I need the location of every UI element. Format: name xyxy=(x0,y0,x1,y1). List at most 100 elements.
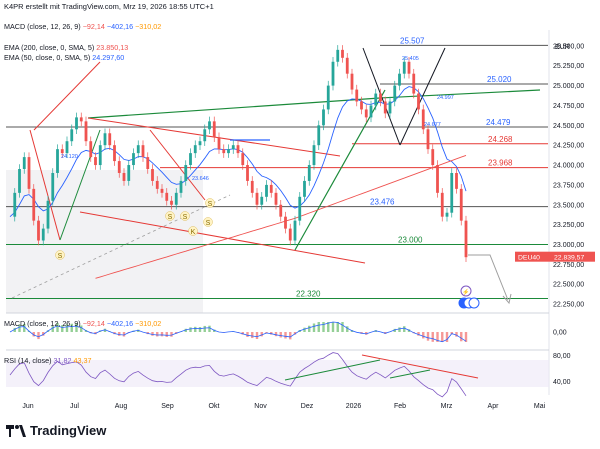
macd-histogram-bar xyxy=(203,325,206,332)
macd-histogram-bar xyxy=(151,332,154,336)
candle-body xyxy=(464,220,468,258)
macd-histogram-bar xyxy=(65,324,69,332)
trend-line-green xyxy=(379,89,541,99)
price-tick-label: 23.500,00 xyxy=(553,202,584,209)
candle-body xyxy=(279,204,283,217)
pattern-label: S xyxy=(58,253,63,260)
macd-histogram-bar xyxy=(289,332,292,340)
price-tag-bg xyxy=(551,251,595,262)
trend-lines xyxy=(11,47,541,305)
macd-histogram-bar xyxy=(80,325,83,332)
macd-histogram-bar xyxy=(208,325,211,332)
candle-body xyxy=(250,180,254,193)
candle-body xyxy=(459,188,463,221)
macd-panel-label: MACD (close, 12, 26, 9) xyxy=(4,319,81,328)
macd-histogram-bar xyxy=(393,328,396,332)
candle-body xyxy=(41,228,45,241)
macd-histogram-bar xyxy=(42,332,45,336)
price-tick-label: 24.000,00 xyxy=(553,163,584,170)
candle-body xyxy=(265,184,268,197)
candle-body xyxy=(269,184,273,193)
candle-body xyxy=(355,89,359,102)
candle-body xyxy=(179,180,183,193)
level-label: 25.507 xyxy=(400,36,425,45)
rsi-trend-green xyxy=(389,369,431,379)
macd-histogram-bar xyxy=(198,327,202,332)
macd-histogram-bar xyxy=(455,332,458,337)
candle-body xyxy=(170,200,173,205)
tradingview-brand: TradingView xyxy=(30,423,107,438)
pattern-marker xyxy=(188,226,198,236)
candle-body xyxy=(331,61,335,86)
candle-body xyxy=(417,93,420,110)
trend-line-red xyxy=(149,129,206,201)
pattern-marker xyxy=(165,211,175,221)
pattern-label: K xyxy=(191,229,196,236)
macd-histogram-bar xyxy=(246,332,249,337)
candle-body xyxy=(13,192,17,217)
candle-body xyxy=(212,121,216,138)
macd-histogram-bar xyxy=(23,323,26,332)
macd-value-1: −92,14 xyxy=(82,22,105,31)
macd-histogram-bar xyxy=(279,332,282,338)
annotations: S S S K S S 25.405 24.997 24.677 24.120 23.646 ⚡ xyxy=(55,56,480,309)
macd-histogram-bar xyxy=(331,322,335,332)
trend-line-red xyxy=(79,211,366,264)
macd-histogram-bar xyxy=(312,323,316,332)
candle-body xyxy=(255,192,259,205)
macd-histogram-bar xyxy=(426,332,430,341)
macd-histogram-bar xyxy=(445,332,449,342)
macd-histogram-bar xyxy=(251,332,254,339)
candle-body xyxy=(165,192,169,201)
macd-value-3: −310,02 xyxy=(135,22,162,31)
macd-histogram-bar xyxy=(70,323,73,332)
tradingview-logo: TradingView xyxy=(6,423,106,438)
candle-body xyxy=(70,129,74,142)
level-label: 22.320 xyxy=(296,289,321,298)
event-icon xyxy=(468,297,480,309)
ema200-label: EMA (200, close, 0, SMA, 5) xyxy=(4,43,95,52)
pattern-label: S xyxy=(183,214,188,221)
macd-histogram-bar xyxy=(56,322,59,332)
candle-body xyxy=(18,169,21,193)
candle-body xyxy=(412,73,416,94)
projection-arrow-head xyxy=(502,293,512,305)
candle-body xyxy=(383,101,387,114)
price-tick-label: 24.250,00 xyxy=(553,143,584,150)
macd-tick-label: 0,00 xyxy=(553,330,567,337)
time-tick-label: Aug xyxy=(115,403,128,410)
macd-histogram-bar xyxy=(13,327,16,332)
pattern-label: S xyxy=(208,201,213,208)
macd-histogram-bar xyxy=(241,332,244,335)
candle-body xyxy=(203,129,207,142)
time-tick-label: 2026 xyxy=(346,403,362,410)
candle-body xyxy=(426,129,430,150)
candle-body xyxy=(117,161,121,173)
price-tick-label: 23.750,00 xyxy=(553,182,584,189)
macd-histogram-bar xyxy=(156,332,159,337)
pattern-marker xyxy=(180,211,190,221)
candle-body xyxy=(241,153,245,166)
macd-histogram-bar xyxy=(255,332,259,339)
macd-histogram-bar xyxy=(75,323,78,332)
candle-body xyxy=(307,165,311,181)
price-tick-label: 22.750,00 xyxy=(553,262,584,269)
candle-body xyxy=(217,137,221,150)
small-level-label: 23.646 xyxy=(192,176,209,182)
macd-histogram-bar xyxy=(170,332,173,337)
small-level-label: 25.405 xyxy=(402,56,419,62)
price-tag: 22.839,57 xyxy=(554,255,584,262)
candle-body xyxy=(379,93,382,102)
trend-line-red xyxy=(33,61,101,131)
macd-histogram-bar xyxy=(184,328,187,332)
macd-value-2: −402,16 xyxy=(106,22,134,31)
ema200-value: 23.850,13 xyxy=(96,43,129,52)
candle-body xyxy=(236,145,240,154)
candle-body xyxy=(350,73,354,90)
macd-histogram-bar xyxy=(322,322,325,332)
candle-body xyxy=(431,149,435,166)
price-tick-label: 23.250,00 xyxy=(553,222,584,229)
candle-body xyxy=(27,157,31,189)
